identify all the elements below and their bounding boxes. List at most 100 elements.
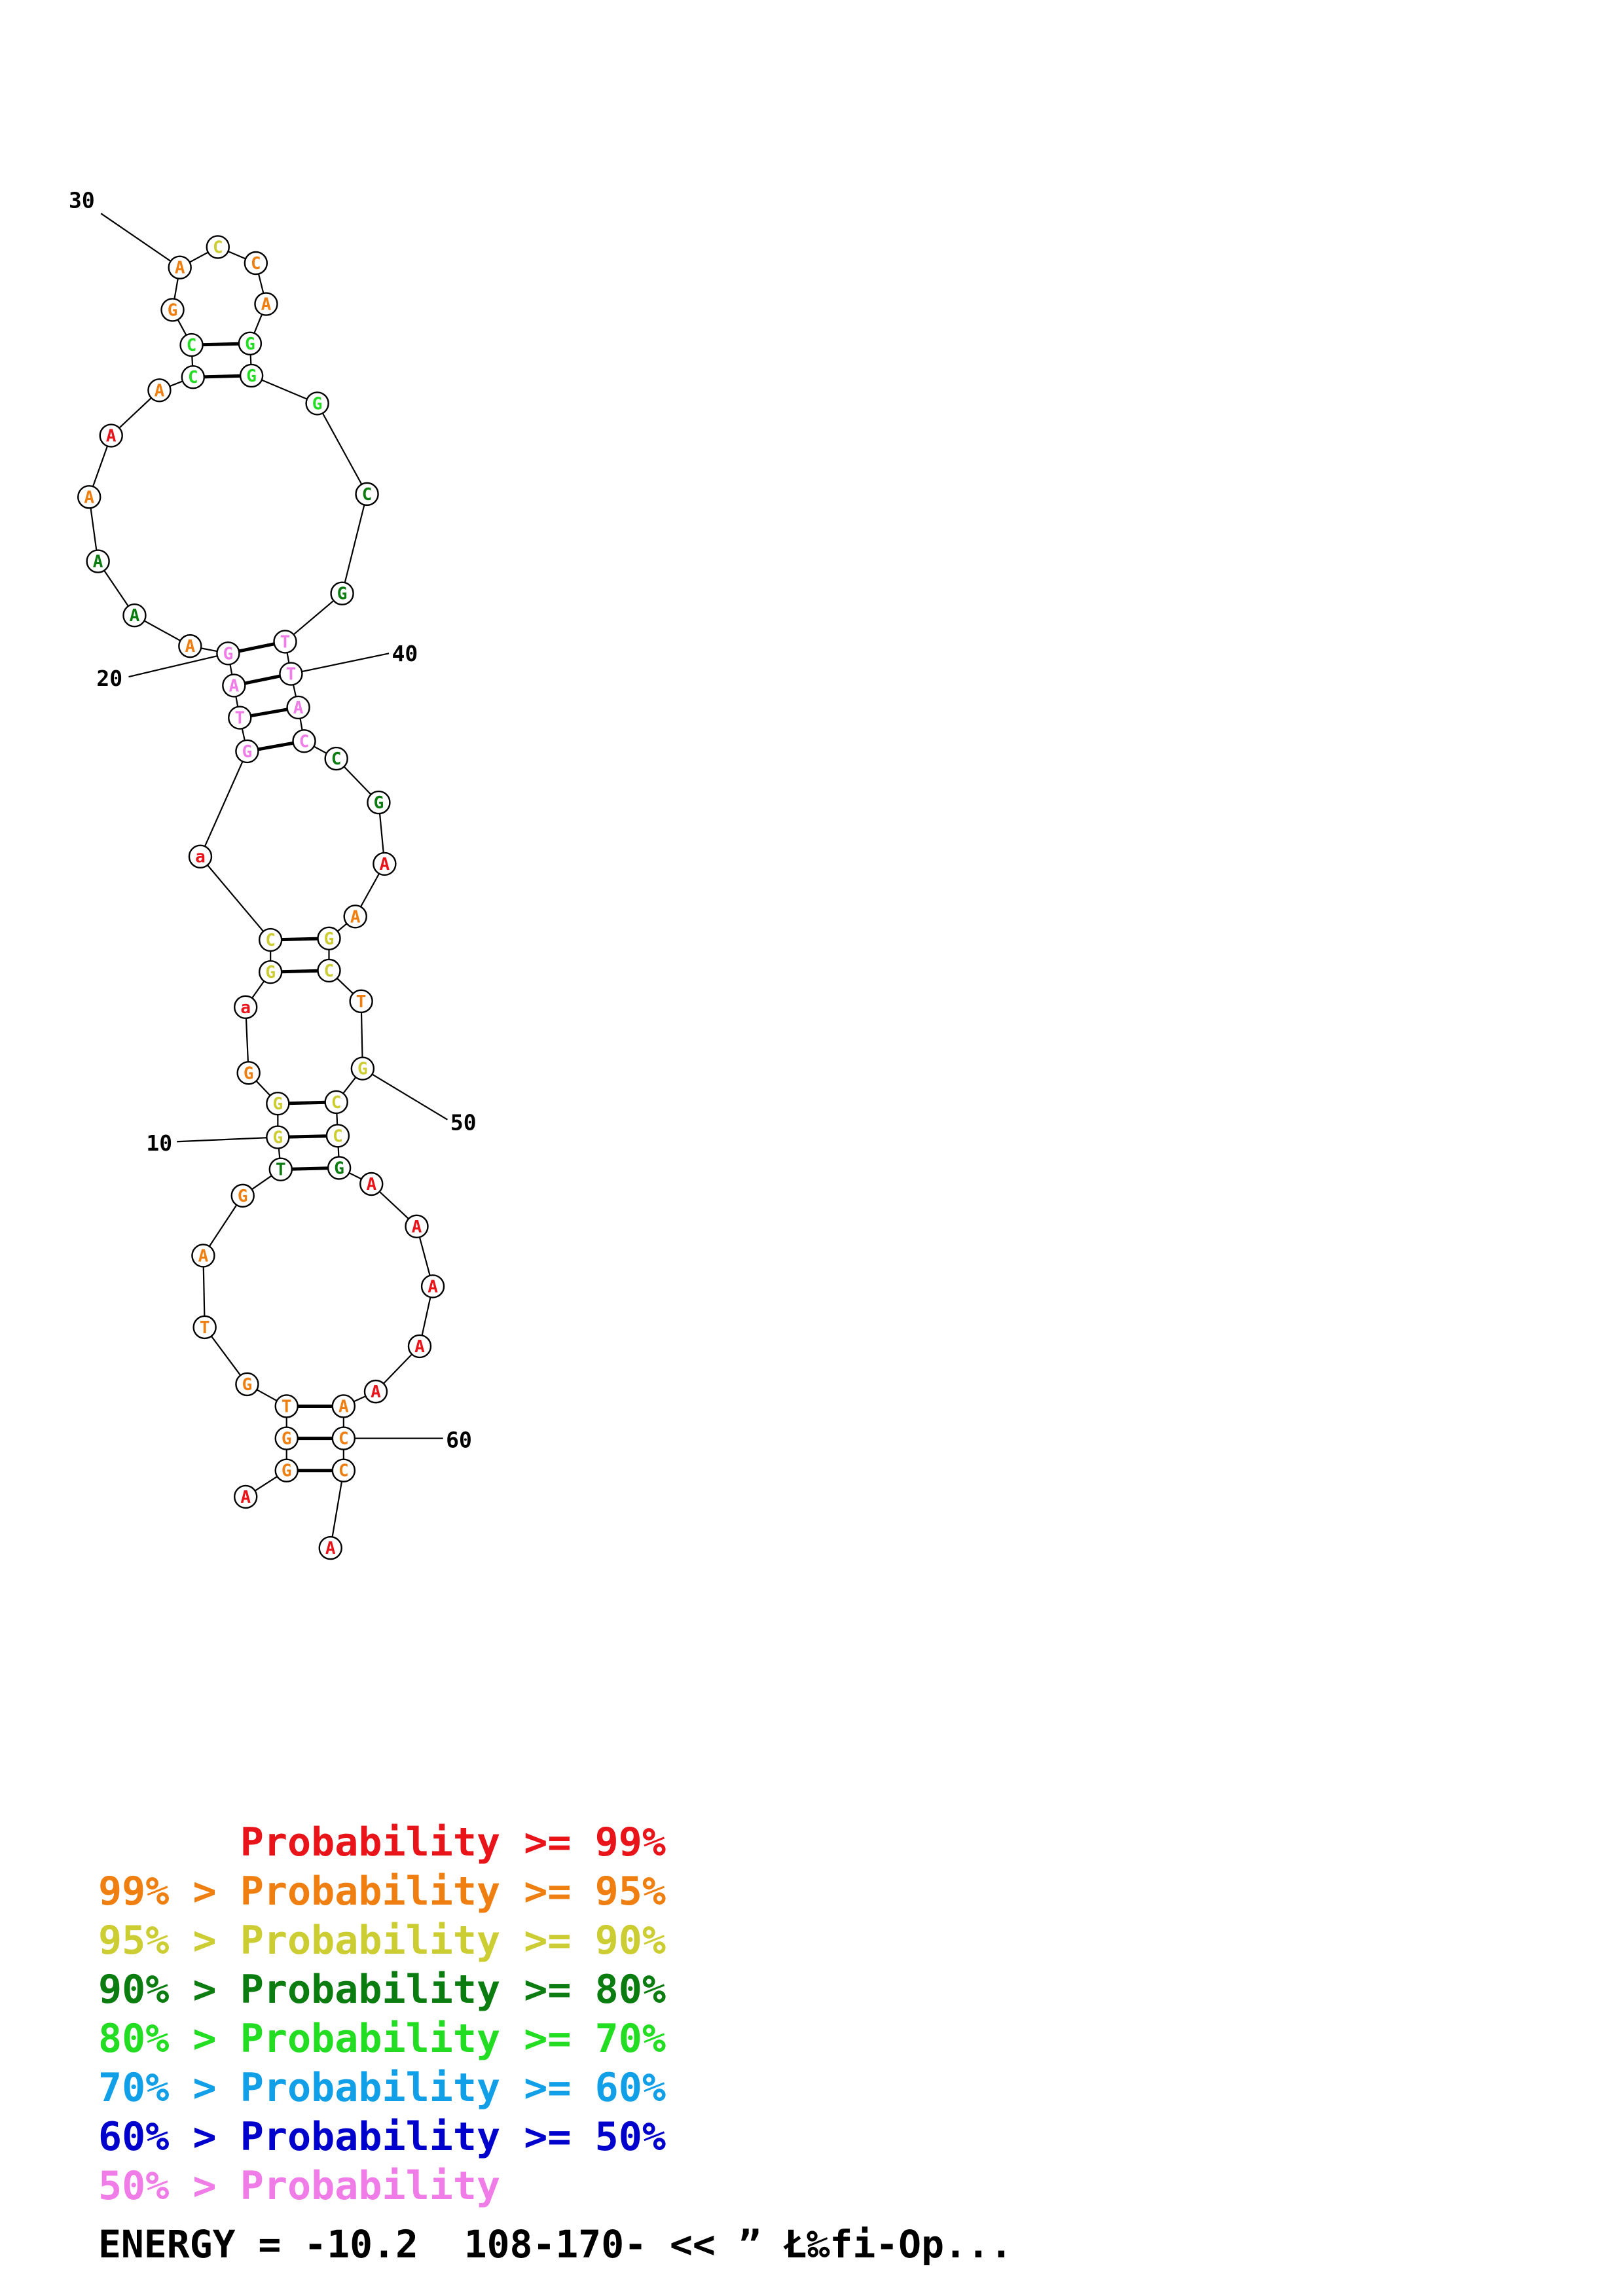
legend-label: Probability >= 60% [240,2065,666,2111]
nucleotide-letter: G [242,1375,253,1395]
nucleotide-circle [86,549,110,573]
nucleotide-59: A [331,1394,356,1418]
nucleotide-letter: G [273,1094,283,1114]
nucleotide-letter: A [380,855,390,874]
nucleotide-10: G [266,1125,290,1149]
nucleotide-circle [274,1394,299,1418]
nucleotide-circle [373,852,397,876]
nucleotide-letter: G [282,1462,292,1481]
nucleotide-letter: G [337,584,348,604]
nucleotide-circle [349,989,373,1014]
nucleotide-letter: C [213,238,223,257]
nucleotide-letter: T [200,1318,210,1338]
position-tick-10 [177,1136,278,1143]
nucleotide-circle [363,1379,388,1404]
nucleotide-58: A [363,1379,388,1404]
energy-label: ENERGY = -10.2 108-170- << ” Ł‰fi-Op... [98,2222,1013,2267]
nucleotide-37: C [355,482,379,507]
nucleotide-53: G [327,1156,352,1180]
backbone-segment [200,856,272,941]
nucleotide-circle [192,1315,217,1340]
nucleotide-33: A [254,292,278,316]
legend-row: 50% > Probability [98,2166,500,2206]
base-pair-layer [191,342,344,1473]
nucleotide-letter: G [324,929,335,949]
nucleotide-circle [234,995,258,1019]
nucleotide-45: A [373,852,397,876]
nucleotide-letter: A [366,1175,376,1194]
nucleotide-letter: C [338,1429,349,1449]
nucleotide-circle [266,1125,290,1149]
nucleotide-41: A [286,695,310,720]
legend-prefix: 60% > [98,2114,240,2160]
nucleotide-circle [258,960,283,984]
legend-row: 80% > Probability >= 70% [98,2019,666,2058]
legend-row: 95% > Probability >= 90% [98,1921,666,1960]
nucleotide-52: C [325,1124,350,1148]
position-tick-50 [362,1067,448,1121]
nucleotide-letter: G [242,742,253,762]
nucleotide-letter: G [357,1060,368,1079]
position-label-50: 50 [450,1110,477,1136]
nucleotide-letter: C [362,485,373,505]
nucleotide-circle [355,482,379,507]
nucleotide-7: A [191,1244,215,1268]
nucleotide-letter: C [188,368,198,387]
nucleotide-letter: G [334,1158,344,1178]
nucleotide-32: C [244,251,268,276]
nucleotide-circle [359,1172,384,1196]
backbone-segment [329,1470,344,1549]
nucleotide-circle [317,926,341,951]
nucleotide-letter: C [265,931,276,950]
nucleotide-3: G [274,1426,299,1450]
nucleotide-circle [292,729,316,753]
nucleotide-4: T [274,1394,299,1418]
nucleotide-letter: A [338,1397,349,1416]
nucleotide-circle [318,1535,342,1560]
nucleotide-circle [331,1458,356,1482]
nucleotide-letter: G [168,300,178,320]
nucleotide-46: A [343,905,367,929]
nucleotide-circle [239,363,264,388]
legend-label: Probability >= 70% [240,2016,666,2062]
nucleotide-letter: C [324,961,335,981]
nucleotide-29: G [160,298,185,322]
nucleotide-51: C [324,1090,348,1115]
nucleotide-21: A [178,634,202,658]
nucleotide-19: A [222,673,246,698]
nucleotide-circle [122,603,147,628]
position-label-30: 30 [69,187,95,213]
nucleotide-circle [191,1244,215,1268]
nucleotide-letter: G [238,1187,248,1206]
backbone-segment [284,592,343,643]
nucleotide-letter: A [185,637,196,656]
nucleotide-38: G [330,581,354,605]
nucleotide-23: A [86,549,110,573]
nucleotide-circle [286,695,310,720]
nucleotide-16: a [188,844,213,869]
nucleotide-8: G [230,1183,255,1208]
nucleotide-circle [343,905,367,929]
nucleotide-49: T [349,989,373,1014]
nucleotide-circle [317,958,341,983]
nucleotide-letter: T [286,665,297,685]
nucleotide-letter: A [350,907,361,927]
nucleotide-circle [324,1090,348,1115]
nucleotide-letter: A [93,552,103,572]
backbone-layer [88,246,434,1549]
nucleotide-36: G [305,391,329,416]
nucleotide-circle [206,235,230,259]
legend-label: Probability >= 99% [240,1820,666,1865]
nucleotide-circle [279,662,303,686]
nucleotide-letter: G [273,1128,283,1148]
backbone-segment [202,1195,244,1257]
nucleotide-letter: T [280,632,291,652]
nucleotide-25: A [99,423,123,448]
nucleotide-letter: G [245,334,255,354]
legend-label: Probability >= 80% [240,1967,666,2013]
nucleotide-42: C [292,729,316,753]
nucleotide-20: G [216,641,240,666]
nucleotide-letter: A [414,1337,425,1357]
nucleotide-24: A [77,485,101,509]
